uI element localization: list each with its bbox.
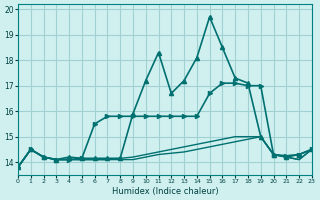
X-axis label: Humidex (Indice chaleur): Humidex (Indice chaleur): [112, 187, 218, 196]
